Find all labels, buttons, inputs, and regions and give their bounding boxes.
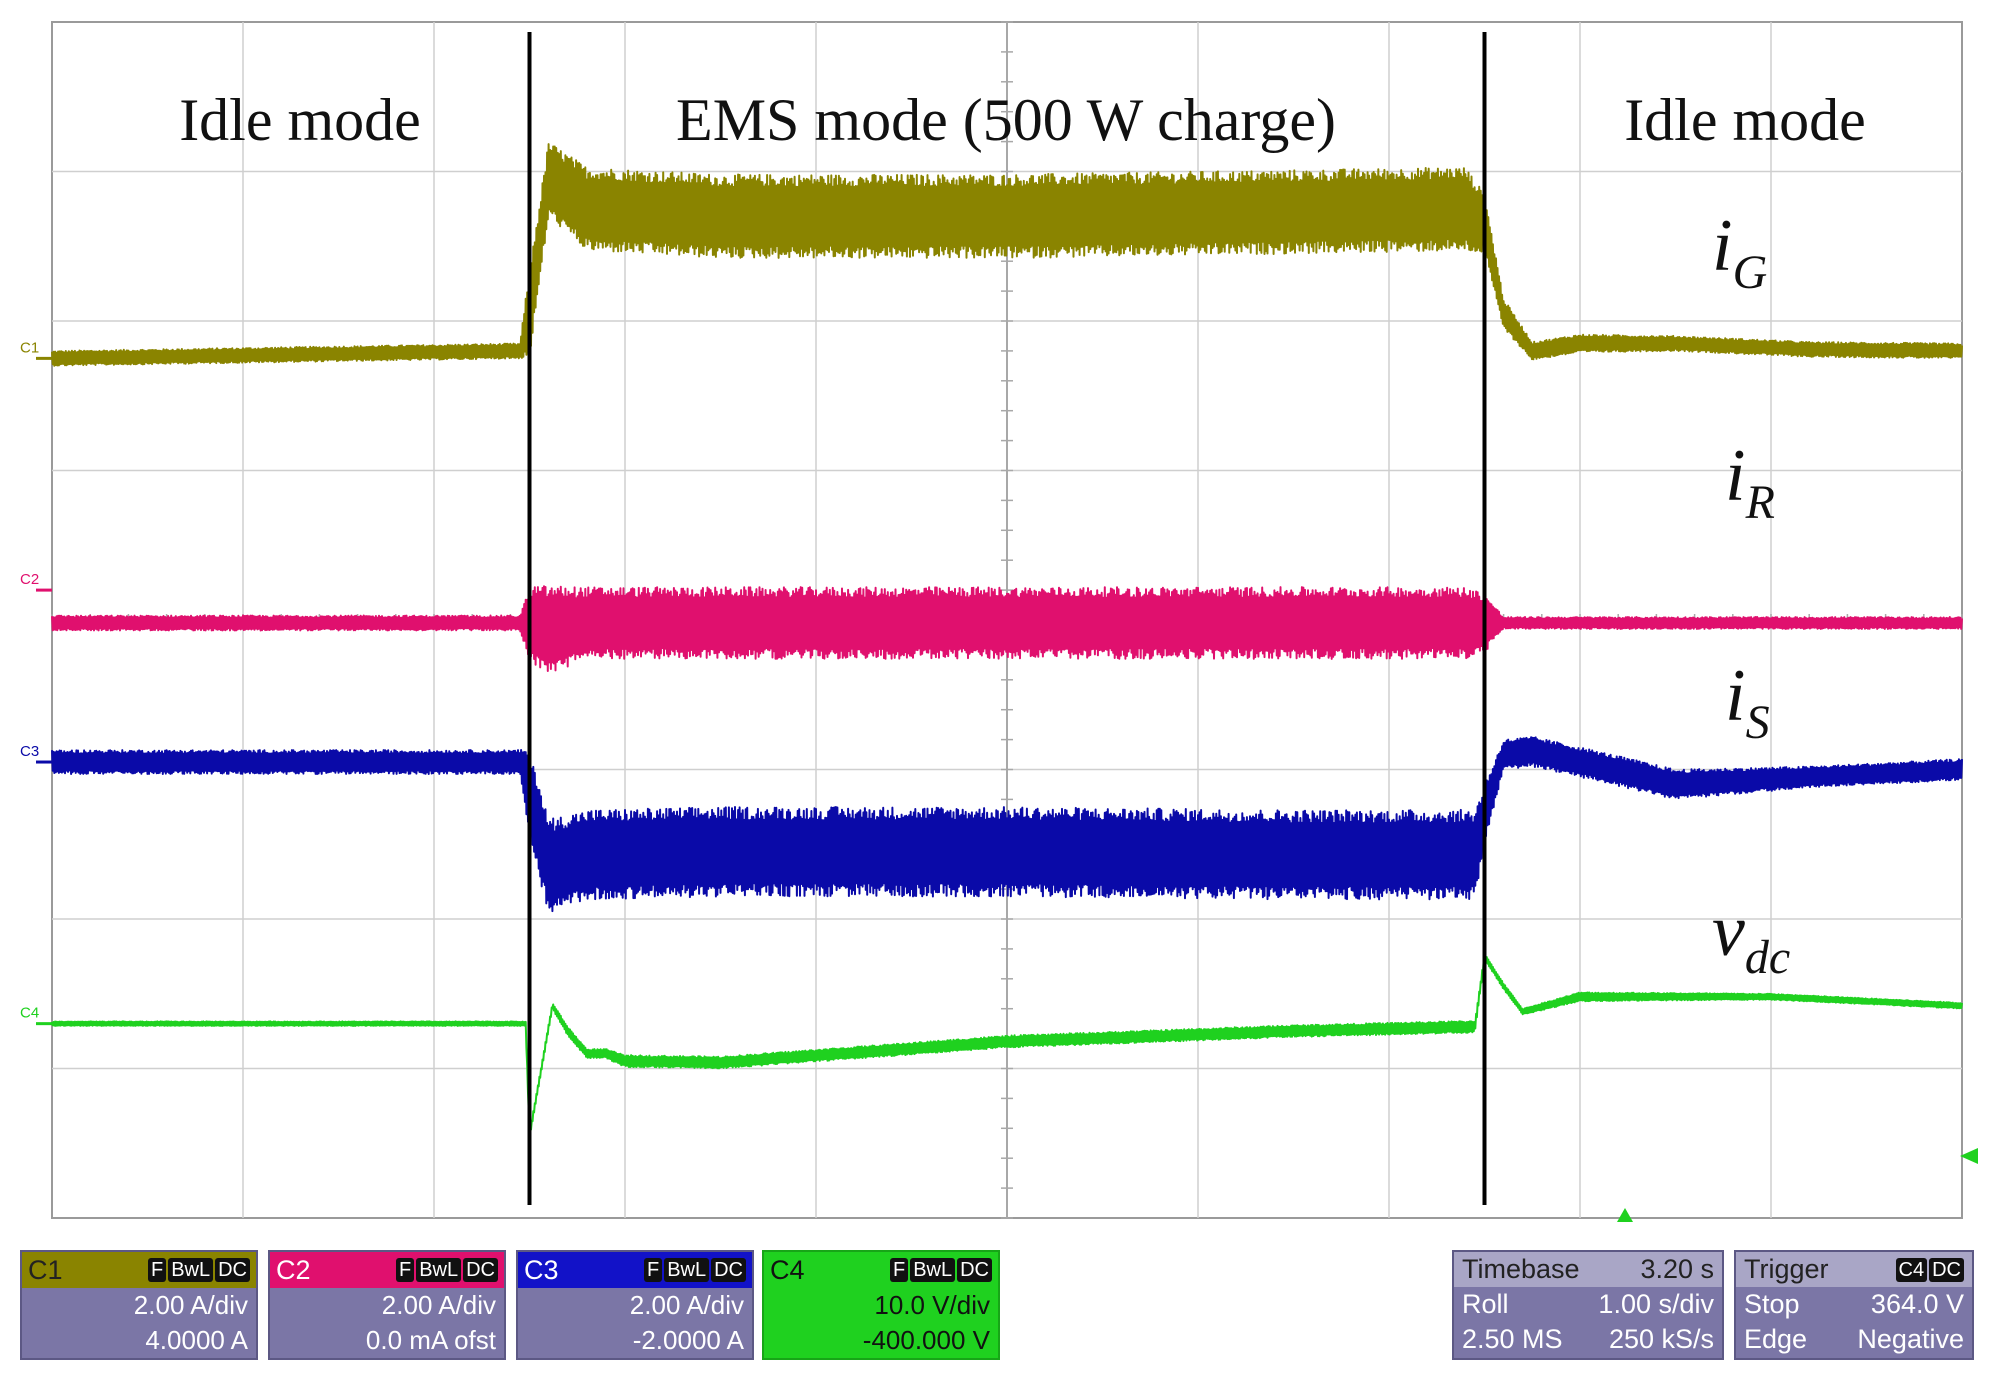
channel-c2-scale: 2.00 A/div [381, 1290, 496, 1320]
channel-c1-tag-f: F [147, 1258, 167, 1282]
timebase-box[interactable]: Timebase 3.20 s Roll 1.00 s/div 2.50 MS 250… [1452, 1250, 1724, 1360]
channel-markers: C1 C2 C3 C4 [20, 339, 52, 1026]
label-iS: iS [1725, 655, 1770, 749]
channel-marker-label-c4: C4 [20, 1005, 39, 1022]
timebase-mode: Roll [1462, 1289, 1509, 1319]
channel-c1-box[interactable]: C1 F BwL DC 2.00 A/div 4.0000 A [20, 1250, 258, 1360]
timebase-samples: 2.50 MS [1462, 1324, 1563, 1354]
channel-c2-box[interactable]: C2 F BwL DC 2.00 A/div 0.0 mA ofst [268, 1250, 506, 1360]
trigger-label: Trigger [1744, 1254, 1829, 1284]
trigger-box[interactable]: Trigger C4 DC Stop 364.0 V Edge Negative [1734, 1250, 1974, 1360]
channel-c3-tag-dc: DC [711, 1258, 746, 1282]
trace-c1 [51, 143, 1963, 367]
channel-c1-tag-dc: DC [215, 1258, 250, 1282]
label-iG: iG [1712, 205, 1767, 299]
label-iR: iR [1725, 435, 1775, 529]
channel-c2-tag-bwl: BwL [416, 1258, 462, 1282]
channel-marker-label-c3: C3 [20, 743, 39, 760]
trigger-channel-tag: C4 [1895, 1257, 1928, 1282]
channel-c1-scale: 2.00 A/div [133, 1290, 248, 1320]
timebase-div: 1.00 s/div [1598, 1289, 1714, 1319]
timebase-rate: 250 kS/s [1608, 1324, 1714, 1354]
signal-traces [51, 143, 1963, 1140]
channel-c4-tag-bwl: BwL [910, 1258, 956, 1282]
trace-c4 [51, 954, 1963, 1140]
mode-label-idle-left: Idle mode [179, 87, 421, 153]
channel-c4-tag-dc: DC [957, 1258, 992, 1282]
channel-c3-scale: 2.00 A/div [629, 1290, 744, 1320]
trigger-type: Edge [1744, 1324, 1808, 1354]
channel-c4-tag-f: F [889, 1258, 909, 1282]
channel-c1-offset: 4.0000 A [145, 1325, 248, 1355]
channel-c4-scale: 10.0 V/div [874, 1290, 990, 1320]
timebase-label: Timebase [1462, 1254, 1580, 1284]
channel-c2-offset: 0.0 mA ofst [365, 1325, 496, 1355]
channel-c4-offset: -400.000 V [862, 1325, 990, 1355]
trigger-slope: Negative [1857, 1324, 1964, 1354]
channel-c3-box[interactable]: C3 F BwL DC 2.00 A/div -2.0000 A [516, 1250, 754, 1360]
trace-c2 [51, 585, 1963, 672]
channel-marker-label-c1: C1 [20, 339, 39, 356]
trigger-level-marker [1960, 1148, 1978, 1164]
oscilloscope-plot: Idle mode EMS mode (500 W charge) Idle m… [20, 21, 1978, 1222]
trace-c3 [51, 736, 1963, 913]
channel-c1-tag-bwl: BwL [168, 1258, 214, 1282]
mode-label-idle-right: Idle mode [1624, 87, 1866, 153]
channel-c1-id: C1 [28, 1254, 63, 1285]
channel-c3-tag-bwl: BwL [664, 1258, 710, 1282]
trigger-coupling-tag: DC [1929, 1257, 1964, 1282]
label-vdc: vdc [1712, 890, 1790, 984]
timebase-value: 3.20 s [1640, 1254, 1714, 1284]
channel-c4-id: C4 [770, 1254, 805, 1285]
channel-c2-tag-f: F [395, 1258, 415, 1282]
channel-c3-offset: -2.0000 A [632, 1325, 744, 1355]
channel-c2-tag-dc: DC [463, 1258, 498, 1282]
channel-c4-box[interactable]: C4 F BwL DC 10.0 V/div -400.000 V [762, 1250, 1000, 1360]
channel-c2-id: C2 [276, 1254, 311, 1285]
mode-boundaries [527, 32, 1487, 1205]
trigger-level: 364.0 V [1870, 1289, 1964, 1319]
channel-c3-tag-f: F [643, 1258, 663, 1282]
trigger-time-marker [1617, 1208, 1633, 1222]
trigger-mode: Stop [1744, 1289, 1800, 1319]
channel-c3-id: C3 [524, 1254, 559, 1285]
mode-label-ems: EMS mode (500 W charge) [676, 87, 1336, 153]
channel-marker-label-c2: C2 [20, 571, 39, 588]
